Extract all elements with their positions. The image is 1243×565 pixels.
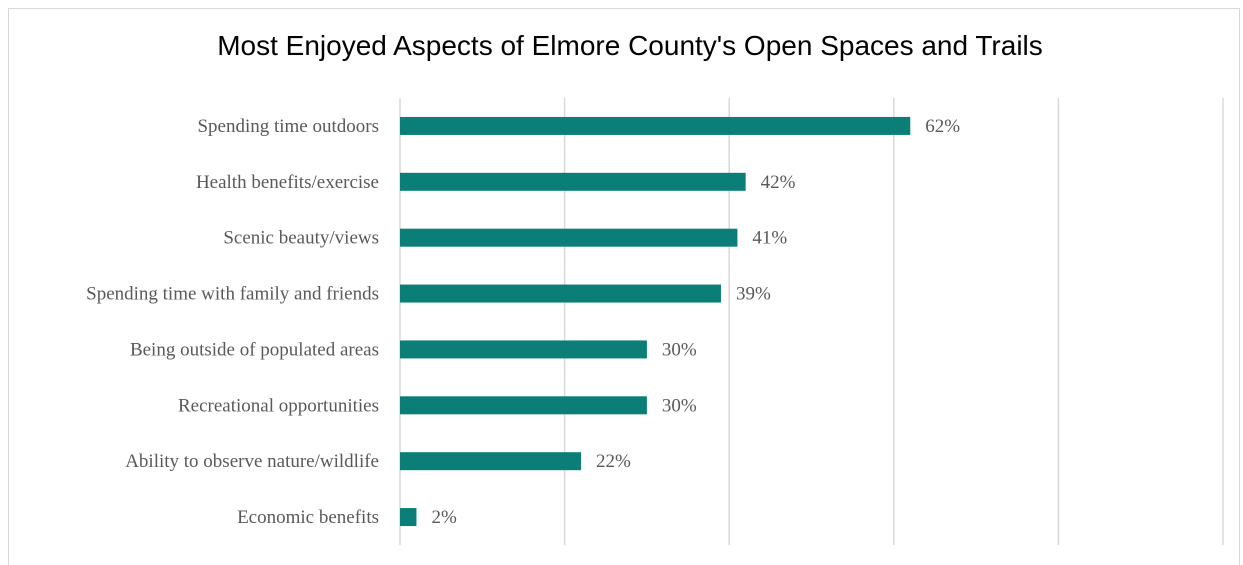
bar bbox=[400, 228, 738, 247]
data-label: 30% bbox=[662, 395, 697, 416]
data-label: 39% bbox=[736, 284, 771, 305]
data-label: 42% bbox=[761, 172, 796, 193]
category-label: Ability to observe nature/wildlife bbox=[125, 451, 379, 472]
data-label: 22% bbox=[596, 451, 631, 472]
category-label: Economic benefits bbox=[237, 507, 379, 528]
bar bbox=[400, 452, 582, 471]
bar bbox=[400, 396, 647, 415]
labels: Spending time outdoors 62% Health benefits… bbox=[86, 116, 960, 528]
chart-title: Most Enjoyed Aspects of Elmore County's … bbox=[217, 30, 1043, 61]
gridlines bbox=[399, 98, 1224, 545]
bar bbox=[400, 340, 647, 359]
category-label: Scenic beauty/views bbox=[223, 228, 379, 249]
category-label: Spending time with family and friends bbox=[86, 284, 379, 305]
category-label: Being outside of populated areas bbox=[130, 339, 379, 360]
category-label: Spending time outdoors bbox=[197, 116, 379, 137]
category-label: Recreational opportunities bbox=[178, 395, 379, 416]
data-label: 62% bbox=[925, 116, 960, 137]
bar bbox=[400, 508, 417, 527]
bar bbox=[400, 172, 746, 191]
data-label: 41% bbox=[752, 228, 787, 249]
data-label: 30% bbox=[662, 339, 697, 360]
category-label: Health benefits/exercise bbox=[196, 172, 379, 193]
bar bbox=[400, 116, 911, 135]
bar bbox=[400, 284, 721, 303]
bars bbox=[400, 116, 911, 527]
data-label: 2% bbox=[431, 507, 457, 528]
